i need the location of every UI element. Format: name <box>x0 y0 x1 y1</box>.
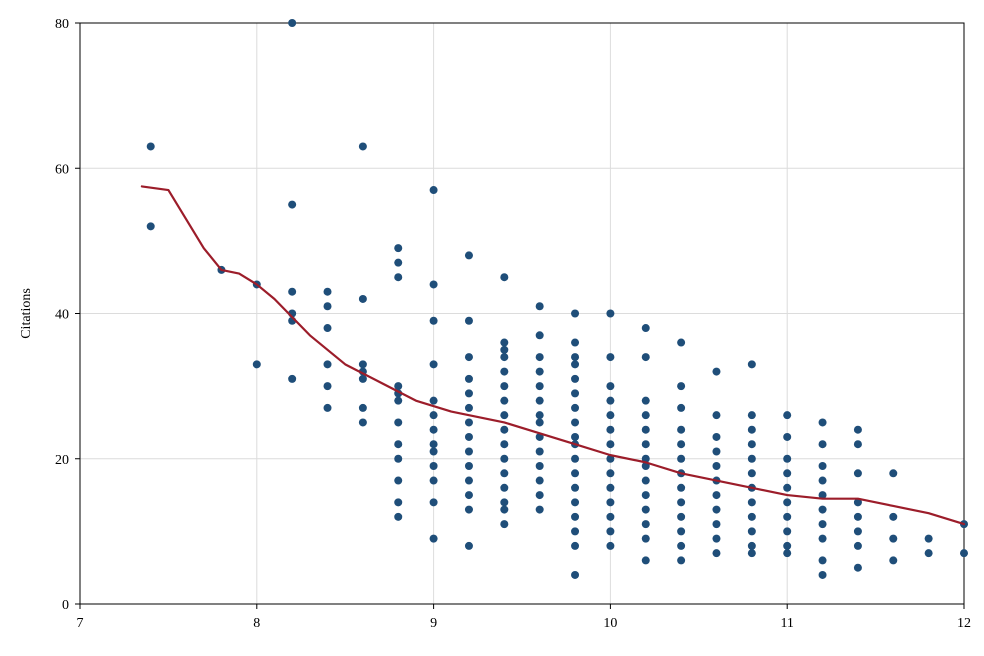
y-axis-label: Citations <box>19 288 34 339</box>
chart-svg: 7 8 9 10 11 12 0 20 40 60 80 Citations <box>0 0 984 656</box>
y-tick-label: 0 <box>62 598 69 613</box>
y-tick-label: 60 <box>55 162 69 177</box>
x-tick-label: 9 <box>430 616 437 631</box>
y-tick-label: 20 <box>55 453 69 468</box>
x-tick-label: 10 <box>603 616 617 631</box>
x-tick-label: 7 <box>77 616 84 631</box>
x-tick-label: 12 <box>957 616 971 631</box>
x-tick-label: 11 <box>780 616 793 631</box>
y-tick-label: 80 <box>55 17 69 32</box>
y-tick-label: 40 <box>55 308 69 323</box>
scatter-chart: 7 8 9 10 11 12 0 20 40 60 80 Citations <box>0 0 984 656</box>
x-tick-label: 8 <box>253 616 260 631</box>
